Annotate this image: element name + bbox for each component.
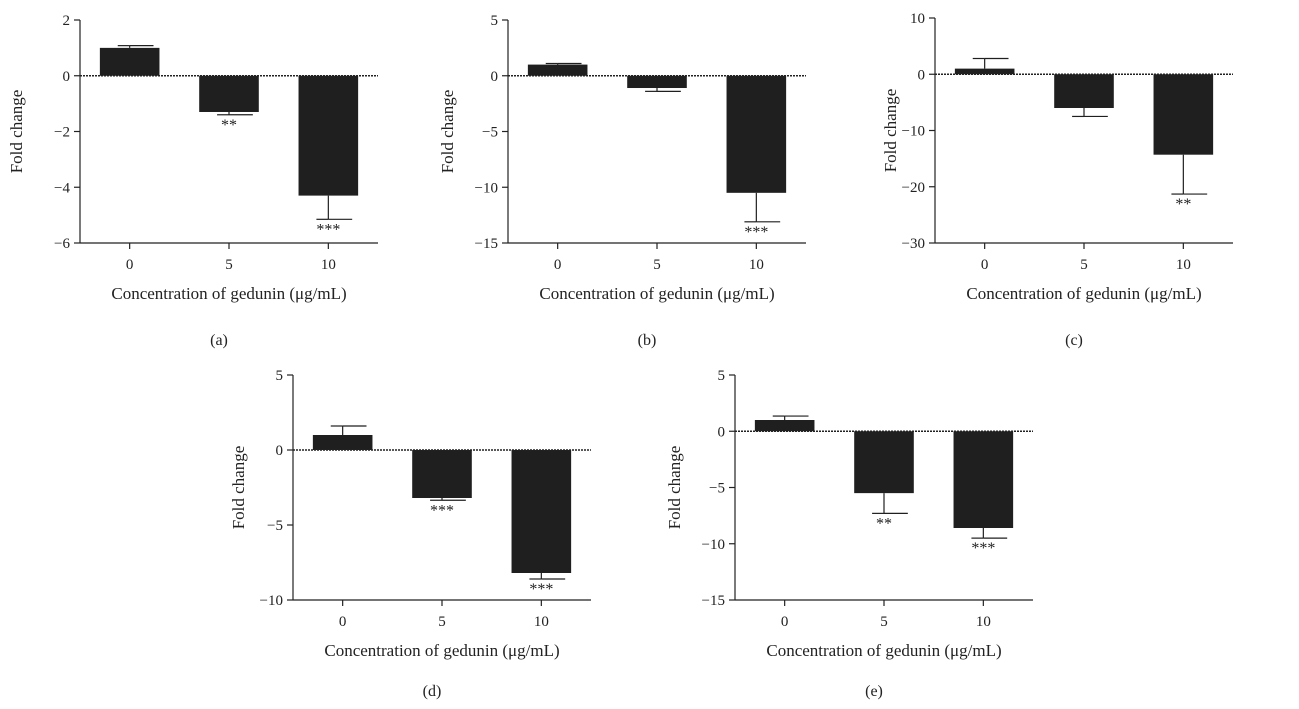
bar [854, 431, 914, 494]
y-tick-label: 5 [276, 368, 284, 384]
significance-label: *** [529, 581, 553, 598]
bar [1153, 74, 1214, 155]
x-axis-label: Concentration of gedunin (μg/mL) [111, 284, 346, 303]
y-tick-label: −5 [482, 125, 498, 141]
chart-panel-b: 5 0 −5 −10 −15 0 5 *** 10 Concentration of geduni… [438, 13, 806, 349]
significance-label: ** [876, 515, 892, 532]
x-tick-label: 5 [653, 257, 661, 273]
y-tick-label: −15 [475, 236, 498, 252]
y-axis-label: Fold change [881, 89, 900, 173]
x-tick-label: 10 [321, 257, 336, 273]
y-tick-label: 0 [718, 424, 726, 440]
y-tick-label: 5 [718, 368, 726, 384]
y-tick-label: 2 [63, 13, 71, 29]
x-tick-label: 0 [339, 614, 347, 630]
bar [312, 435, 373, 450]
x-tick-label: 0 [781, 614, 789, 630]
y-tick-label: −5 [709, 481, 725, 497]
x-tick-label: 5 [438, 614, 446, 630]
chart-panel-a: 2 0 −2 −4 −6 0 ** 5 *** 10 Concentration of geduni… [7, 13, 378, 349]
x-axis-label: Concentration of gedunin (μg/mL) [766, 641, 1001, 660]
bar [953, 431, 1014, 528]
significance-label: ** [1175, 196, 1191, 213]
panel-label: (a) [210, 332, 228, 349]
panel-label: (c) [1065, 332, 1083, 349]
significance-label: ** [221, 117, 237, 134]
y-tick-label: 10 [910, 11, 925, 27]
significance-label: *** [316, 221, 340, 238]
x-tick-label: 10 [976, 614, 991, 630]
y-axis-label: Fold change [438, 90, 457, 174]
x-tick-label: 0 [126, 257, 134, 273]
y-tick-label: −6 [54, 236, 70, 252]
y-tick-label: 0 [276, 443, 284, 459]
x-tick-label: 10 [749, 257, 764, 273]
panel-label: (e) [865, 683, 883, 700]
x-tick-label: 10 [1176, 257, 1191, 273]
y-tick-label: −2 [54, 125, 70, 141]
bar [199, 75, 259, 112]
y-tick-label: −10 [260, 593, 283, 609]
y-tick-label: −10 [475, 180, 498, 196]
bar [726, 75, 787, 193]
chart-panel-e: 5 0 −5 −10 −15 0 ** 5 *** 10 Concentration of gedu… [665, 368, 1033, 700]
bar [298, 75, 359, 196]
x-tick-label: 0 [981, 257, 989, 273]
chart-panel-d: 5 0 −5 −10 0 *** 5 *** 10 Concentration of geduni… [229, 368, 591, 700]
significance-label: *** [430, 502, 454, 519]
x-axis-label: Concentration of gedunin (μg/mL) [539, 284, 774, 303]
bar [1054, 74, 1114, 108]
significance-label: *** [971, 540, 995, 557]
x-tick-label: 0 [554, 257, 562, 273]
y-axis-label: Fold change [229, 446, 248, 530]
y-tick-label: −20 [902, 180, 925, 196]
bar [954, 68, 1015, 75]
bar [527, 64, 588, 76]
y-axis-label: Fold change [665, 446, 684, 530]
y-tick-label: −15 [702, 593, 725, 609]
x-axis-label: Concentration of gedunin (μg/mL) [324, 641, 559, 660]
y-tick-label: −10 [902, 124, 925, 140]
y-tick-label: −4 [54, 180, 70, 196]
chart-panel-c: 10 0 −10 −20 −30 0 5 ** 10 Concentration of gedun… [881, 11, 1233, 349]
x-tick-label: 5 [1080, 257, 1088, 273]
y-tick-label: −5 [267, 518, 283, 534]
y-tick-label: 0 [63, 69, 71, 85]
y-tick-label: 0 [918, 67, 926, 83]
y-axis-label: Fold change [7, 90, 26, 174]
panel-label: (d) [423, 683, 442, 700]
bar [627, 75, 687, 89]
x-tick-label: 10 [534, 614, 549, 630]
significance-label: *** [744, 224, 768, 241]
bar [511, 450, 572, 573]
y-tick-label: 0 [491, 69, 499, 85]
y-tick-label: −10 [702, 537, 725, 553]
y-tick-label: −30 [902, 236, 925, 252]
bar [99, 47, 160, 76]
x-tick-label: 5 [225, 257, 233, 273]
bar [754, 420, 815, 432]
x-tick-label: 5 [880, 614, 888, 630]
y-tick-label: 5 [491, 13, 499, 29]
x-axis-label: Concentration of gedunin (μg/mL) [966, 284, 1201, 303]
bar [412, 450, 472, 498]
panel-label: (b) [638, 332, 657, 349]
